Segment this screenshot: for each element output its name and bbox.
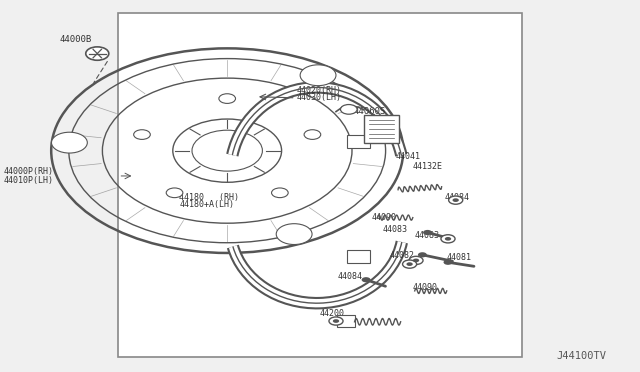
Circle shape xyxy=(271,188,288,198)
Circle shape xyxy=(340,105,357,114)
Text: 44081: 44081 xyxy=(446,253,471,262)
Circle shape xyxy=(409,256,423,264)
FancyBboxPatch shape xyxy=(347,250,370,263)
Circle shape xyxy=(444,260,452,265)
Circle shape xyxy=(418,252,427,257)
Circle shape xyxy=(423,230,432,235)
Circle shape xyxy=(452,198,459,202)
Circle shape xyxy=(304,130,321,140)
Text: 44084: 44084 xyxy=(445,193,470,202)
Text: 44180   (RH): 44180 (RH) xyxy=(179,193,239,202)
Text: 44083: 44083 xyxy=(415,231,440,240)
Circle shape xyxy=(86,47,109,60)
Text: 44020(RH): 44020(RH) xyxy=(296,86,341,95)
FancyBboxPatch shape xyxy=(364,115,399,143)
Circle shape xyxy=(445,237,451,241)
Text: 44132E: 44132E xyxy=(412,162,442,171)
Circle shape xyxy=(406,262,413,266)
Text: 44180+A(LH): 44180+A(LH) xyxy=(179,200,234,209)
Text: 44060S: 44060S xyxy=(353,107,385,116)
Text: 44090: 44090 xyxy=(371,213,396,222)
Text: 44200: 44200 xyxy=(320,309,345,318)
Circle shape xyxy=(166,188,183,198)
Text: 44000B: 44000B xyxy=(60,35,92,44)
Circle shape xyxy=(403,260,417,268)
FancyBboxPatch shape xyxy=(337,315,355,327)
Circle shape xyxy=(300,65,336,86)
Circle shape xyxy=(441,235,455,243)
Circle shape xyxy=(333,319,339,323)
Circle shape xyxy=(134,130,150,140)
Text: 44010P(LH): 44010P(LH) xyxy=(3,176,53,185)
Circle shape xyxy=(329,317,343,325)
FancyBboxPatch shape xyxy=(118,13,522,357)
Circle shape xyxy=(51,132,87,153)
Circle shape xyxy=(449,196,463,204)
Text: 44000P(RH): 44000P(RH) xyxy=(3,167,53,176)
Text: 44041: 44041 xyxy=(396,153,420,161)
Text: J44100TV: J44100TV xyxy=(557,351,607,361)
Circle shape xyxy=(413,259,419,262)
Circle shape xyxy=(362,277,371,282)
Text: 44083: 44083 xyxy=(382,225,407,234)
Text: 44082: 44082 xyxy=(390,251,415,260)
Circle shape xyxy=(219,94,236,103)
Text: 44030(LH): 44030(LH) xyxy=(296,93,341,102)
Circle shape xyxy=(276,224,312,244)
Text: 44090: 44090 xyxy=(413,283,438,292)
Text: 44084: 44084 xyxy=(337,272,362,280)
FancyBboxPatch shape xyxy=(347,135,370,148)
